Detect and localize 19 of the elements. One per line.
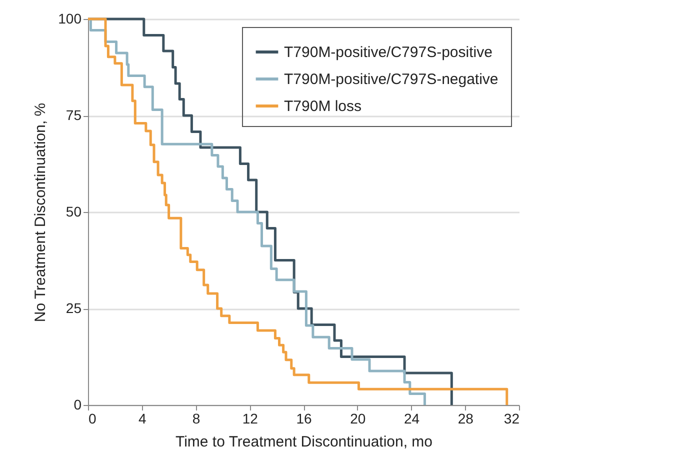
x-tick-label: 8 [192, 410, 200, 426]
x-tick-label: 28 [458, 410, 474, 426]
y-tick-label: 75 [66, 107, 82, 123]
y-tick-label: 0 [74, 396, 82, 412]
legend-label: T790M-positive/C797S-positive [284, 44, 492, 61]
y-axis-title: No Treatment Discontinuation, % [32, 102, 50, 322]
x-tick-label: 0 [88, 410, 96, 426]
x-axis-title: Time to Treatment Discontinuation, mo [175, 434, 433, 450]
legend-label: T790M-positive/C797S-negative [284, 71, 498, 88]
legend-label: T790M loss [284, 98, 362, 115]
x-tick-label: 32 [504, 410, 520, 426]
y-tick-label: 25 [66, 300, 82, 316]
x-tick-label: 12 [242, 410, 258, 426]
x-tick-label: 16 [296, 410, 312, 426]
x-tick-label: 4 [138, 410, 146, 426]
y-tick-label: 100 [58, 10, 82, 26]
x-tick-label: 24 [404, 410, 420, 426]
y-tick-label: 50 [66, 204, 82, 220]
x-tick-label: 20 [350, 410, 366, 426]
